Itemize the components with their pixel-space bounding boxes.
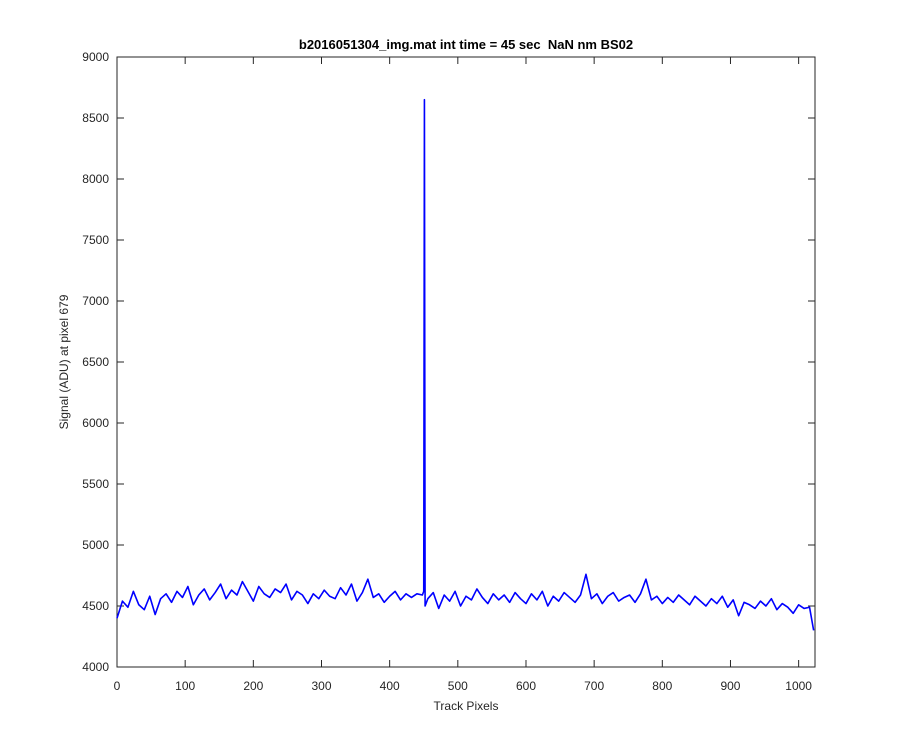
- y-tick-label: 4000: [82, 660, 109, 674]
- signal-line: [116, 98, 815, 631]
- x-tick-label: 300: [311, 679, 331, 693]
- x-tick-label: 1000: [785, 679, 812, 693]
- y-tick-label: 8000: [82, 172, 109, 186]
- axes-box: [116, 56, 816, 668]
- x-tick-label: 700: [584, 679, 604, 693]
- x-tick-label: 600: [516, 679, 536, 693]
- y-tick-label: 7000: [82, 294, 109, 308]
- y-tick-label: 6000: [82, 416, 109, 430]
- y-tick-label: 5500: [82, 477, 109, 491]
- x-axis-label: Track Pixels: [434, 699, 499, 713]
- y-tick-label: 7500: [82, 233, 109, 247]
- y-tick-label: 4500: [82, 599, 109, 613]
- y-axis-label: Signal (ADU) at pixel 679: [57, 294, 71, 429]
- x-tick-label: 0: [114, 679, 121, 693]
- x-tick-label: 200: [243, 679, 263, 693]
- y-tick-label: 9000: [82, 50, 109, 64]
- y-tick-label: 6500: [82, 355, 109, 369]
- y-tick-label: 5000: [82, 538, 109, 552]
- x-tick-label: 800: [652, 679, 672, 693]
- chart-title: b2016051304_img.mat int time = 45 sec Na…: [299, 37, 633, 52]
- x-tick-label: 900: [720, 679, 740, 693]
- x-tick-label: 500: [448, 679, 468, 693]
- x-tick-label: 100: [175, 679, 195, 693]
- x-tick-label: 400: [380, 679, 400, 693]
- y-tick-label: 8500: [82, 111, 109, 125]
